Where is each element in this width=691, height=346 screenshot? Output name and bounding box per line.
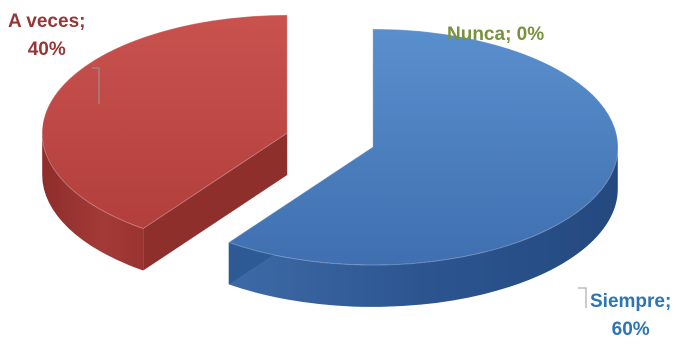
pie-slice-side bbox=[228, 147, 618, 307]
pie-slice-top bbox=[227, 28, 619, 266]
pie-slices bbox=[41, 14, 619, 307]
data-label-a-veces-name: A veces; bbox=[8, 11, 86, 32]
data-label-a-veces: A veces; 40% bbox=[8, 8, 85, 64]
pie-slice-top bbox=[41, 14, 288, 230]
leader-line-a-veces bbox=[92, 67, 100, 104]
leader-lines bbox=[92, 67, 587, 308]
leader-line-siempre bbox=[578, 287, 587, 308]
data-label-siempre-name: Siempre; bbox=[590, 291, 672, 312]
data-label-siempre: Siempre; 60% bbox=[590, 288, 671, 344]
pie-slice-siempre bbox=[227, 28, 619, 307]
pie-slice-cut-face bbox=[143, 133, 288, 271]
data-label-nunca: Nunca; 0% bbox=[447, 21, 544, 49]
data-label-nunca-text: Nunca; 0% bbox=[447, 24, 545, 45]
data-label-a-veces-value: 40% bbox=[27, 39, 66, 60]
data-label-siempre-value: 60% bbox=[611, 319, 650, 340]
pie-slice-side bbox=[42, 133, 144, 271]
pie-slice-a-veces bbox=[41, 14, 288, 271]
